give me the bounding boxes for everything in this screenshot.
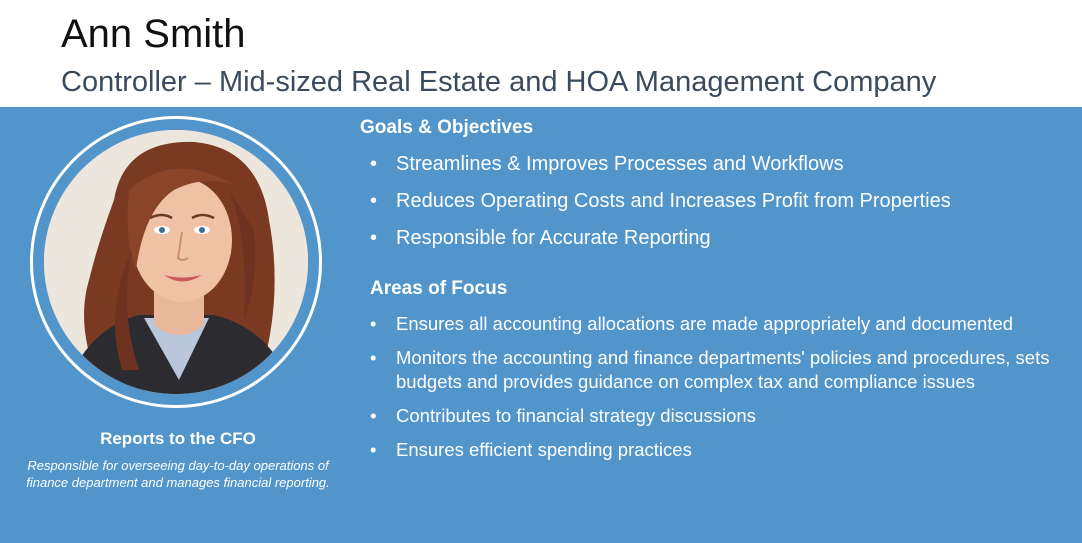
bullet-icon: • — [370, 405, 377, 426]
content-panel: Reports to the CFO Responsible for overs… — [0, 107, 1082, 543]
focus-title: Areas of Focus — [370, 278, 508, 299]
goal-text: Streamlines & Improves Processes and Wor… — [396, 153, 844, 175]
list-item: • Reduces Operating Costs and Increases P… — [368, 189, 1068, 214]
list-item: • Contributes to financial strategy discu… — [368, 404, 1068, 428]
portrait-photo-icon — [44, 130, 308, 394]
list-item: • Ensures efficient spending practices — [368, 438, 1068, 462]
persona-name: Ann Smith — [61, 12, 246, 56]
focus-list: • Ensures all accounting allocations are … — [368, 312, 1068, 472]
bullet-icon: • — [370, 313, 377, 334]
list-item: • Ensures all accounting allocations are … — [368, 312, 1068, 336]
bullet-icon: • — [370, 227, 378, 249]
role-description: Responsible for overseeing day-to-day op… — [26, 458, 330, 490]
bullet-icon: • — [370, 190, 378, 212]
persona-subtitle: Controller – Mid-sized Real Estate and H… — [61, 66, 937, 98]
focus-text: Contributes to financial strategy discus… — [396, 405, 756, 426]
focus-text: Ensures all accounting allocations are m… — [396, 313, 1014, 334]
goal-text: Reduces Operating Costs and Increases Pr… — [396, 190, 951, 212]
header: Ann Smith Controller – Mid-sized Real Es… — [0, 0, 1082, 107]
bullet-icon: • — [370, 439, 377, 460]
goals-list: • Streamlines & Improves Processes and Wo… — [368, 152, 1068, 263]
list-item: • Monitors the accounting and finance dep… — [368, 346, 1068, 394]
photo-ring — [30, 116, 322, 408]
bullet-icon: • — [370, 347, 377, 368]
portrait-photo — [44, 130, 308, 394]
bullet-icon: • — [370, 153, 378, 175]
goal-text: Responsible for Accurate Reporting — [396, 227, 711, 249]
reports-to: Reports to the CFO — [100, 429, 256, 448]
focus-text: Ensures efficient spending practices — [396, 439, 692, 460]
list-item: • Streamlines & Improves Processes and Wo… — [368, 152, 1068, 177]
list-item: • Responsible for Accurate Reporting — [368, 226, 1068, 251]
focus-text: Monitors the accounting and finance depa… — [396, 347, 1050, 392]
goals-title: Goals & Objectives — [360, 117, 534, 138]
